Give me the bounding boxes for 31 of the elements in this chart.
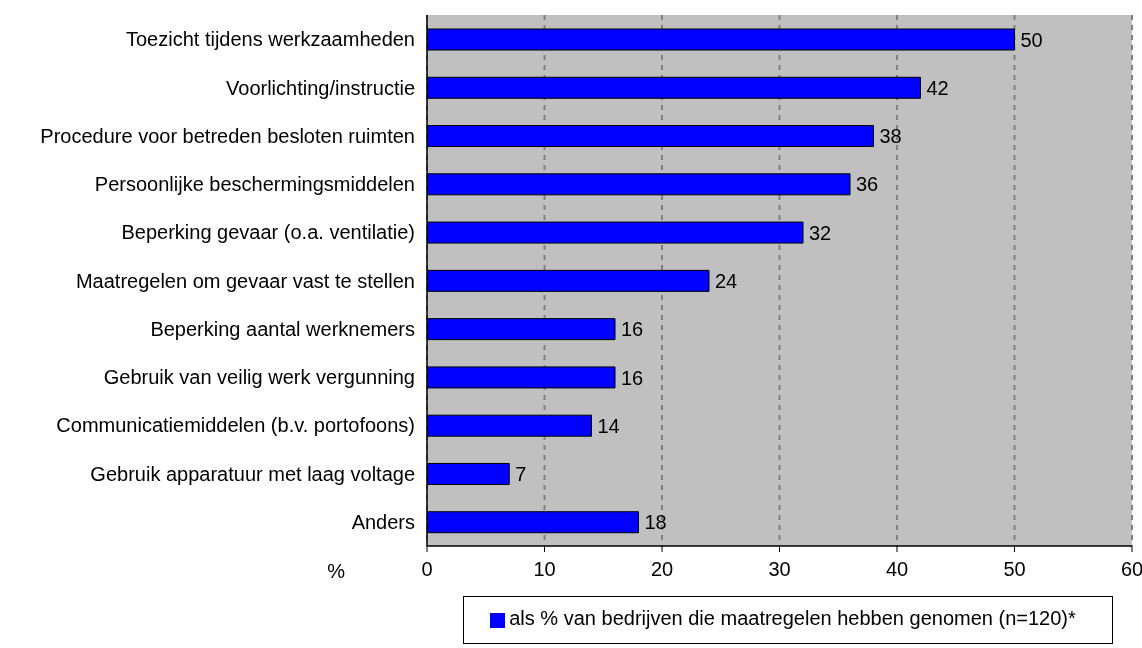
y-tick-label: Beperking aantal werknemers (150, 317, 415, 340)
y-tick-label: Communicatiemiddelen (b.v. portofoons) (56, 414, 415, 437)
x-tick-label: 40 (885, 558, 909, 581)
data-label: 16 (621, 366, 644, 389)
x-tick-label: 20 (650, 558, 674, 581)
x-tick-label: 0 (421, 558, 433, 581)
y-tick-label: Beperking gevaar (o.a. ventilatie) (121, 221, 415, 244)
x-tick-label: 10 (533, 558, 556, 581)
data-label: 36 (856, 173, 879, 196)
y-tick-label: Procedure voor betreden besloten ruimten (40, 124, 415, 147)
y-tick-label: Anders (351, 510, 415, 533)
data-label: 18 (644, 511, 667, 534)
data-label: 38 (879, 125, 902, 148)
data-label: 42 (926, 76, 949, 99)
data-label: 7 (515, 463, 527, 486)
y-tick-label: Persoonlijke beschermingsmiddelen (94, 173, 415, 196)
x-axis-title: % (327, 560, 346, 583)
x-tick-label: 30 (768, 558, 791, 581)
y-tick-label: Gebruik van veilig werk vergunning (103, 366, 415, 389)
y-tick-label: Toezicht tijdens werkzaamheden (125, 28, 415, 51)
y-tick-label: Gebruik apparatuur met laag voltage (90, 462, 415, 485)
y-tick-label: Voorlichting/instructie (226, 76, 415, 99)
data-label: 32 (809, 221, 832, 244)
data-label: 14 (597, 414, 620, 437)
y-tick-label: Maatregelen om gevaar vast te stellen (75, 269, 415, 292)
data-label: 16 (621, 318, 644, 341)
data-label: 24 (715, 269, 738, 292)
data-label: 50 (1020, 28, 1043, 51)
x-tick-label: 60 (1120, 558, 1142, 581)
legend-label: als % van bedrijven die maatregelen hebben genomen (n=120)* (509, 607, 1076, 629)
x-tick-label: 50 (1003, 558, 1026, 581)
